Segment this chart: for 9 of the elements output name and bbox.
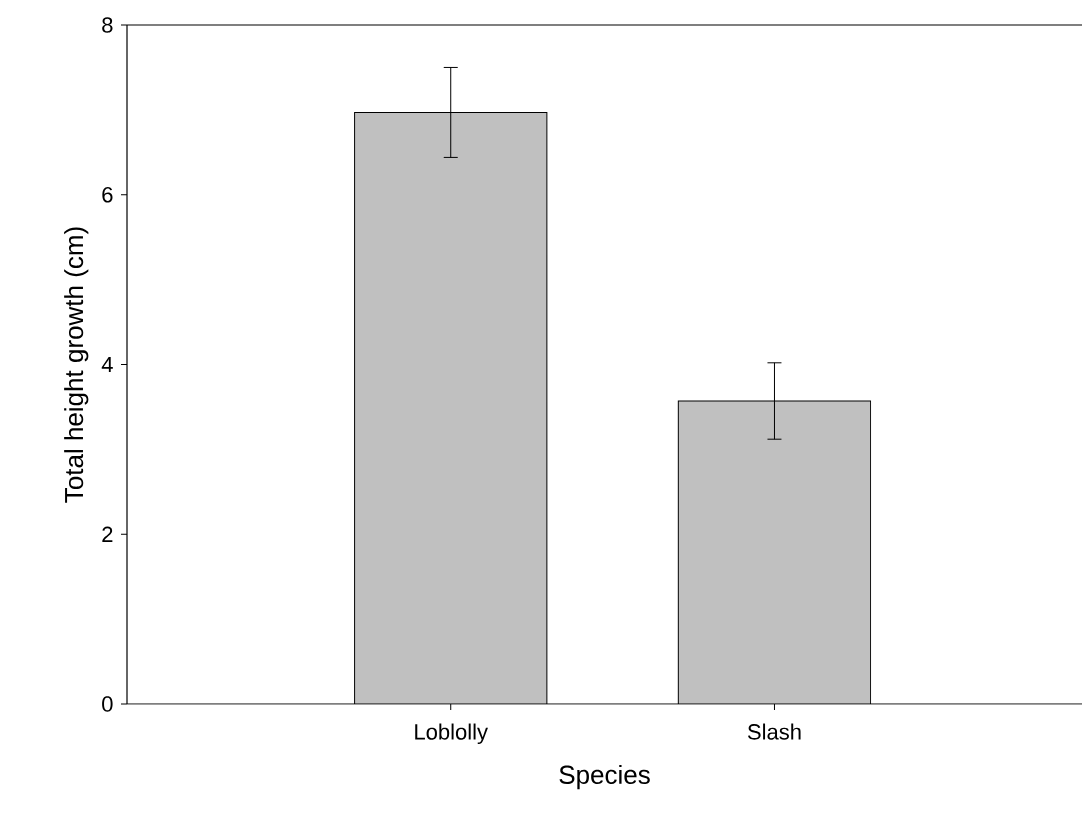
y-tick-label: 0	[102, 696, 113, 712]
x-axis-title: Species	[559, 764, 650, 790]
y-tick-label: 4	[101, 356, 113, 373]
x-tick-label: Loblolly	[415, 723, 488, 745]
y-tick-label: 6	[102, 186, 113, 203]
y-tick-label: 2	[102, 526, 113, 542]
x-tick-label: Slash	[747, 723, 801, 740]
y-tick-label: 8	[102, 17, 113, 33]
y-axis-title: Total height growth (cm)	[64, 227, 89, 503]
